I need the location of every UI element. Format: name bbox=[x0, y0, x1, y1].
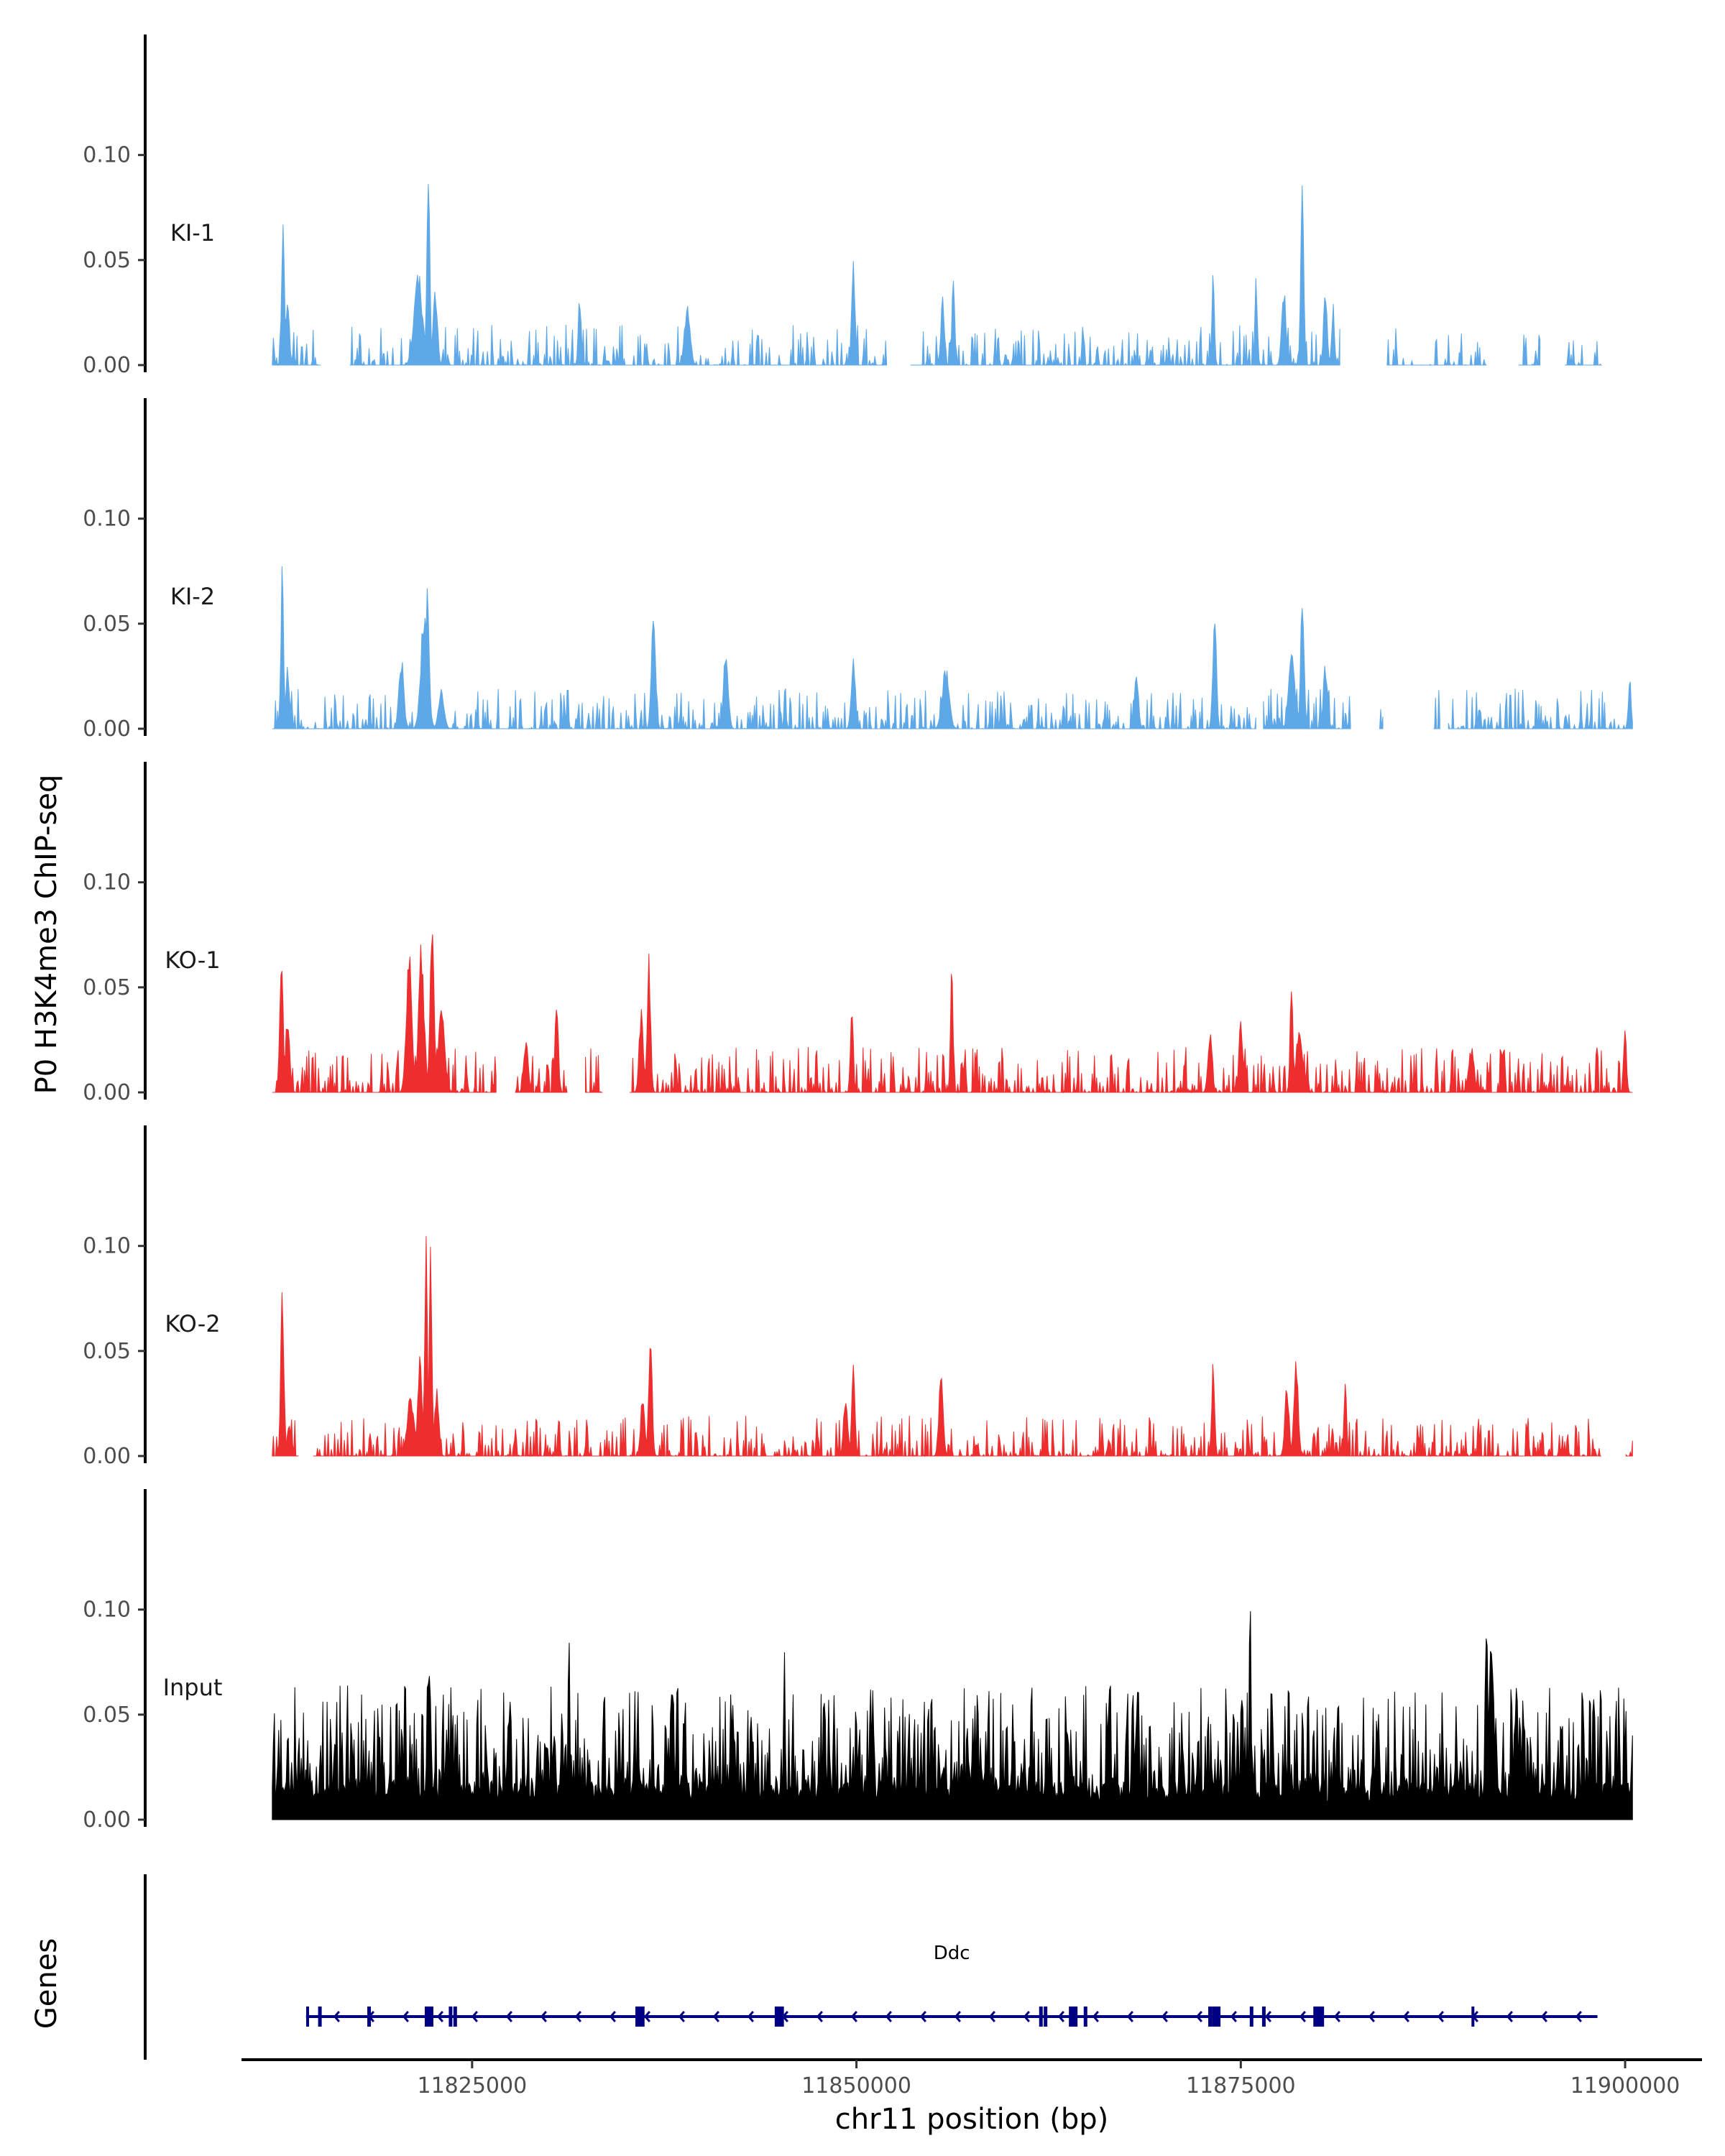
x-tick-label: 11850000 bbox=[801, 2073, 911, 2099]
y-tick-label: 0.10 bbox=[83, 870, 131, 895]
strand-arrow bbox=[988, 2011, 995, 2022]
gene-exon bbox=[367, 2007, 372, 2027]
x-axis-title: chr11 position (bp) bbox=[835, 2103, 1109, 2136]
y-tick-label: 0.05 bbox=[83, 1339, 131, 1364]
strand-arrow bbox=[1437, 2011, 1444, 2022]
strand-arrow bbox=[1161, 2011, 1168, 2022]
x-tick-label: 11825000 bbox=[417, 2073, 527, 2099]
gene-exon bbox=[1212, 2007, 1221, 2027]
strand-arrow bbox=[1126, 2011, 1133, 2022]
strand-arrow bbox=[333, 2011, 340, 2022]
strand-arrow bbox=[1368, 2011, 1375, 2022]
gene-exon bbox=[1471, 2007, 1475, 2027]
track-input: 0.00 0.05 0.10 Input bbox=[83, 1489, 1633, 1833]
gene-exon bbox=[453, 2007, 457, 2027]
y-tick-label: 0.05 bbox=[83, 1703, 131, 1728]
gene-exon bbox=[424, 2007, 433, 2027]
strand-arrow bbox=[747, 2011, 754, 2022]
strand-arrow bbox=[885, 2011, 892, 2022]
y-tick-label: 0.10 bbox=[83, 1598, 131, 1623]
strand-arrow bbox=[919, 2011, 926, 2022]
genes-axis-title: Genes bbox=[30, 1938, 63, 2029]
strand-arrow bbox=[1023, 2011, 1030, 2022]
gene-exon bbox=[1261, 2007, 1266, 2027]
track-label: KI-2 bbox=[170, 583, 215, 610]
y-tick-label: 0.05 bbox=[83, 612, 131, 637]
strand-arrow bbox=[505, 2011, 512, 2022]
strand-arrow bbox=[609, 2011, 616, 2022]
gene-models: Ddc bbox=[305, 1943, 1598, 2027]
strand-arrow bbox=[574, 2011, 581, 2022]
gene-exon bbox=[1313, 2007, 1322, 2027]
gene-exon bbox=[1249, 2007, 1254, 2027]
track-ko-1: 0.00 0.05 0.10 KO-1 bbox=[83, 762, 1633, 1105]
strand-arrow bbox=[816, 2011, 823, 2022]
gene-exon bbox=[1320, 2007, 1325, 2027]
track-label: KO-1 bbox=[165, 946, 220, 974]
y-tick-label: 0.10 bbox=[83, 507, 131, 532]
strand-arrow bbox=[1540, 2011, 1547, 2022]
strand-arrow bbox=[1195, 2011, 1202, 2022]
strand-arrow bbox=[436, 2011, 443, 2022]
gene-panel: Ddc bbox=[144, 1874, 1598, 2060]
strand-arrow bbox=[1057, 2011, 1064, 2022]
track-ki-1: 0.00 0.05 0.10 KI-1 bbox=[83, 34, 1603, 378]
y-tick-label: 0.05 bbox=[83, 248, 131, 273]
strand-arrow bbox=[712, 2011, 719, 2022]
strand-arrow bbox=[1230, 2011, 1237, 2022]
x-tick-label: 11900000 bbox=[1570, 2073, 1680, 2099]
gene-exon bbox=[1083, 2007, 1087, 2027]
strand-arrow bbox=[540, 2011, 547, 2022]
y-tick-label: 0.00 bbox=[83, 1444, 131, 1469]
gene-exon bbox=[448, 2007, 453, 2027]
x-ticks: 11825000 11850000 11875000 11900000 bbox=[417, 2060, 1680, 2099]
strand-arrow bbox=[678, 2011, 685, 2022]
x-axis: 11825000 11850000 11875000 11900000 chr11 p… bbox=[242, 2058, 1702, 2136]
gene-exon bbox=[305, 2007, 309, 2027]
strand-arrow bbox=[1506, 2011, 1513, 2022]
gene-exon bbox=[640, 2007, 645, 2027]
strand-arrow bbox=[1299, 2011, 1306, 2022]
strand-arrow bbox=[643, 2011, 650, 2022]
track-ko-2: 0.00 0.05 0.10 KO-2 bbox=[83, 1125, 1633, 1469]
strand-arrow bbox=[1092, 2011, 1099, 2022]
track-label: Input bbox=[163, 1674, 223, 1701]
y-tick-label: 0.00 bbox=[83, 1807, 131, 1833]
tracks: 0.00 0.05 0.10 KI-1 0.00 0.05 0.10 KI-2 0.00 0.05… bbox=[83, 34, 1633, 1833]
y-axis-title: P0 H3K4me3 ChIP-seq bbox=[30, 775, 63, 1095]
gene-name-label: Ddc bbox=[934, 1943, 970, 1964]
gene-exon bbox=[1044, 2007, 1048, 2027]
signal-area-ki-1 bbox=[272, 183, 1603, 367]
strand-arrow bbox=[1575, 2011, 1582, 2022]
y-tick-label: 0.00 bbox=[83, 353, 131, 378]
signal-area-input bbox=[272, 1611, 1633, 1820]
x-tick-label: 11875000 bbox=[1186, 2073, 1296, 2099]
signal-area-ko-1 bbox=[272, 934, 1633, 1094]
gene-model-ddc: Ddc bbox=[305, 1943, 1598, 2027]
y-tick-label: 0.00 bbox=[83, 717, 131, 742]
gene-exon bbox=[1069, 2007, 1078, 2027]
y-tick-label: 0.10 bbox=[83, 143, 131, 168]
strand-arrow bbox=[471, 2011, 478, 2022]
strand-arrow bbox=[402, 2011, 409, 2022]
track-label: KO-2 bbox=[165, 1310, 220, 1337]
signal-area-ki-2 bbox=[272, 566, 1633, 730]
strand-arrow bbox=[954, 2011, 961, 2022]
track-ki-2: 0.00 0.05 0.10 KI-2 bbox=[83, 398, 1633, 742]
y-tick-label: 0.10 bbox=[83, 1234, 131, 1259]
gene-exon bbox=[775, 2007, 784, 2027]
strand-arrow bbox=[1264, 2011, 1271, 2022]
track-label: KI-1 bbox=[170, 219, 215, 247]
gene-exon bbox=[1208, 2007, 1213, 2027]
y-tick-label: 0.05 bbox=[83, 975, 131, 1000]
gene-exon bbox=[318, 2007, 322, 2027]
strand-arrow bbox=[1402, 2011, 1409, 2022]
signal-area-ko-2 bbox=[272, 1235, 1633, 1457]
gene-exon bbox=[1039, 2007, 1043, 2027]
y-tick-label: 0.00 bbox=[83, 1080, 131, 1105]
strand-arrow bbox=[850, 2011, 857, 2022]
strand-arrow bbox=[1333, 2011, 1340, 2022]
